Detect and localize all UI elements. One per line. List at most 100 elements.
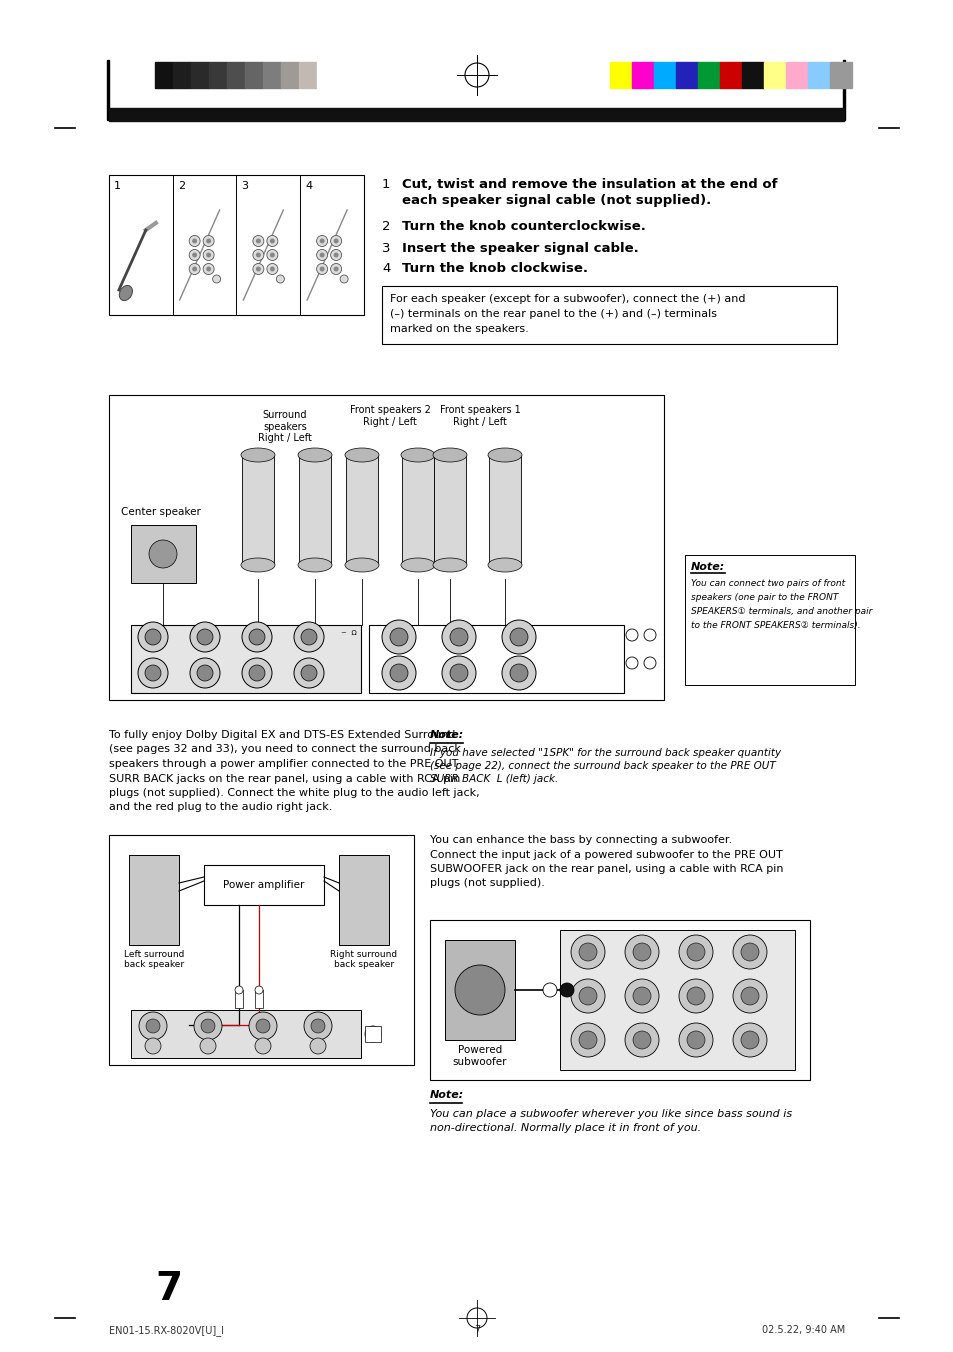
Circle shape bbox=[450, 664, 468, 681]
Circle shape bbox=[633, 942, 650, 961]
Text: Turn the knob counterclockwise.: Turn the knob counterclockwise. bbox=[401, 220, 645, 233]
Bar bbox=[234, 990, 243, 1009]
Circle shape bbox=[189, 250, 200, 261]
Circle shape bbox=[510, 664, 527, 681]
Circle shape bbox=[316, 250, 327, 261]
Circle shape bbox=[253, 235, 264, 246]
Circle shape bbox=[455, 965, 504, 1015]
Circle shape bbox=[625, 657, 638, 669]
Circle shape bbox=[255, 266, 260, 272]
Circle shape bbox=[319, 266, 324, 272]
Bar bbox=[842, 59, 844, 120]
Circle shape bbox=[381, 656, 416, 690]
Text: 2: 2 bbox=[381, 220, 390, 233]
Circle shape bbox=[625, 629, 638, 641]
Bar bbox=[381, 287, 836, 343]
Bar bbox=[242, 456, 274, 565]
Circle shape bbox=[643, 657, 656, 669]
Circle shape bbox=[294, 622, 324, 652]
Bar bbox=[109, 836, 414, 1065]
Bar bbox=[489, 456, 520, 565]
Bar bbox=[109, 395, 663, 700]
Bar bbox=[346, 456, 377, 565]
Circle shape bbox=[311, 1019, 325, 1033]
Circle shape bbox=[331, 250, 341, 261]
Circle shape bbox=[510, 627, 527, 646]
Circle shape bbox=[253, 264, 264, 274]
Circle shape bbox=[578, 987, 597, 1005]
Text: (see page 22), connect the surround back speaker to the PRE OUT: (see page 22), connect the surround back… bbox=[430, 761, 775, 771]
Circle shape bbox=[679, 979, 712, 1013]
Text: SURR BACK  L (left) jack.: SURR BACK L (left) jack. bbox=[430, 773, 558, 784]
Circle shape bbox=[145, 665, 161, 681]
Bar bbox=[559, 930, 794, 1069]
Circle shape bbox=[450, 627, 468, 646]
Circle shape bbox=[189, 264, 200, 274]
Circle shape bbox=[732, 936, 766, 969]
Text: non-directional. Normally place it in front of you.: non-directional. Normally place it in fr… bbox=[430, 1124, 700, 1133]
Text: Cut, twist and remove the insulation at the end of: Cut, twist and remove the insulation at … bbox=[401, 178, 777, 191]
Circle shape bbox=[206, 266, 211, 272]
Bar bbox=[131, 525, 195, 583]
Text: plugs (not supplied). Connect the white plug to the audio left jack,: plugs (not supplied). Connect the white … bbox=[109, 788, 479, 798]
Bar bbox=[107, 59, 109, 120]
Circle shape bbox=[501, 621, 536, 654]
Circle shape bbox=[686, 987, 704, 1005]
Bar bbox=[154, 62, 172, 88]
Text: 3: 3 bbox=[241, 181, 248, 191]
Ellipse shape bbox=[433, 558, 467, 572]
Circle shape bbox=[310, 1038, 326, 1055]
Text: 02.5.22, 9:40 AM: 02.5.22, 9:40 AM bbox=[760, 1325, 844, 1334]
Circle shape bbox=[196, 665, 213, 681]
Circle shape bbox=[633, 1032, 650, 1049]
Circle shape bbox=[441, 656, 476, 690]
Text: Note:: Note: bbox=[430, 730, 464, 740]
Circle shape bbox=[301, 665, 316, 681]
Circle shape bbox=[304, 1013, 332, 1040]
Text: 2: 2 bbox=[177, 181, 185, 191]
Text: (see pages 32 and 33), you need to connect the surround back: (see pages 32 and 33), you need to conne… bbox=[109, 745, 460, 754]
Ellipse shape bbox=[345, 448, 378, 462]
Circle shape bbox=[501, 656, 536, 690]
Text: speakers through a power amplifier connected to the PRE OUT: speakers through a power amplifier conne… bbox=[109, 758, 457, 769]
Text: plugs (not supplied).: plugs (not supplied). bbox=[430, 879, 544, 888]
Circle shape bbox=[633, 987, 650, 1005]
Circle shape bbox=[679, 1023, 712, 1057]
Text: Note:: Note: bbox=[690, 562, 724, 572]
Bar bbox=[631, 62, 654, 88]
Text: marked on the speakers.: marked on the speakers. bbox=[390, 324, 528, 334]
Circle shape bbox=[255, 1019, 270, 1033]
Circle shape bbox=[201, 1019, 214, 1033]
Circle shape bbox=[276, 274, 284, 283]
Circle shape bbox=[316, 235, 327, 246]
Circle shape bbox=[390, 664, 408, 681]
Bar bbox=[829, 62, 851, 88]
Text: 7: 7 bbox=[474, 1325, 479, 1334]
Circle shape bbox=[203, 264, 213, 274]
Ellipse shape bbox=[433, 448, 467, 462]
Circle shape bbox=[365, 1026, 380, 1042]
Bar bbox=[316, 62, 335, 88]
Bar bbox=[298, 456, 331, 565]
Ellipse shape bbox=[488, 448, 521, 462]
Bar bbox=[609, 62, 631, 88]
Text: You can connect two pairs of front: You can connect two pairs of front bbox=[690, 579, 844, 588]
Bar bbox=[191, 62, 209, 88]
Circle shape bbox=[441, 621, 476, 654]
Bar bbox=[298, 62, 316, 88]
Text: Right surround
back speaker: Right surround back speaker bbox=[330, 950, 397, 969]
Circle shape bbox=[206, 238, 211, 243]
Text: ~  Ω: ~ Ω bbox=[340, 630, 356, 635]
Text: Right / Left: Right / Left bbox=[453, 416, 506, 427]
Bar bbox=[227, 62, 245, 88]
Circle shape bbox=[267, 235, 277, 246]
Circle shape bbox=[319, 253, 324, 257]
Circle shape bbox=[571, 1023, 604, 1057]
Circle shape bbox=[203, 235, 213, 246]
Ellipse shape bbox=[488, 558, 521, 572]
Bar bbox=[430, 919, 809, 1080]
Circle shape bbox=[571, 936, 604, 969]
Circle shape bbox=[192, 266, 197, 272]
Text: Insert the speaker signal cable.: Insert the speaker signal cable. bbox=[401, 242, 639, 256]
Circle shape bbox=[740, 1032, 759, 1049]
